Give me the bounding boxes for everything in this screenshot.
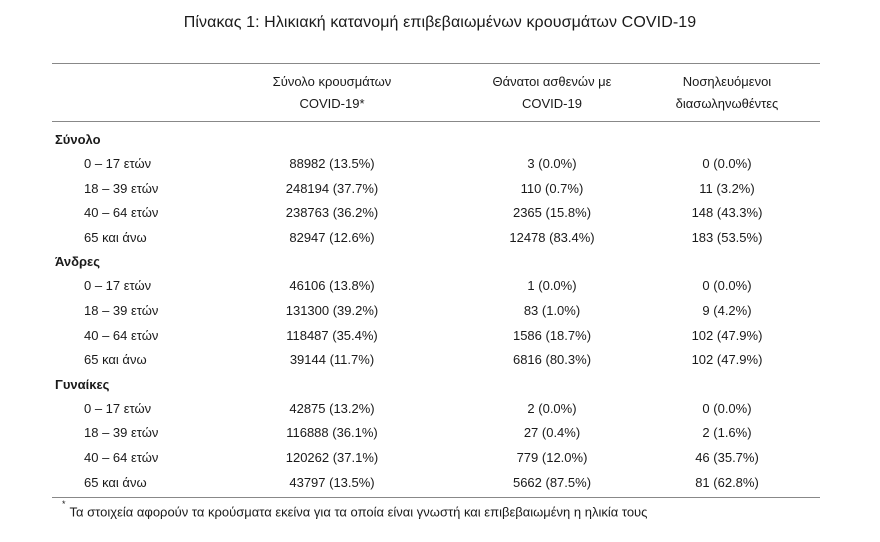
age-cell: 40 – 64 ετών xyxy=(84,449,159,465)
table-group-total: Σύνολο 0 – 17 ετών 88982 (13.5%) 3 (0.0%… xyxy=(52,128,820,250)
table-row: 40 – 64 ετών 118487 (35.4%) 1586 (18.7%)… xyxy=(52,324,820,349)
column-header-intubated-line2: διασωληνωθέντες xyxy=(675,96,779,111)
table-row: 65 και άνω 82947 (12.6%) 12478 (83.4%) 1… xyxy=(52,226,820,251)
cases-cell: 131300 (39.2%) xyxy=(285,302,379,318)
table-row: 40 – 64 ετών 120262 (37.1%) 779 (12.0%) … xyxy=(52,446,820,471)
footnote-mark: * xyxy=(62,499,66,509)
table-header-rule xyxy=(52,121,820,122)
deaths-cell: 6816 (80.3%) xyxy=(512,352,592,368)
deaths-cell: 83 (1.0%) xyxy=(523,302,581,318)
cases-cell: 120262 (37.1%) xyxy=(285,449,379,465)
footnote-text: Τα στοιχεία αφορούν τα κρούσματα εκείνα … xyxy=(69,504,648,520)
column-header-intubated: Νοσηλευόμενοι διασωληνωθέντες xyxy=(652,71,802,115)
intubated-cell: 81 (62.8%) xyxy=(695,474,759,490)
deaths-cell: 1586 (18.7%) xyxy=(512,327,592,343)
deaths-cell: 5662 (87.5%) xyxy=(512,474,592,490)
cases-cell: 88982 (13.5%) xyxy=(289,156,375,171)
intubated-cell: 0 (0.0%) xyxy=(702,156,752,171)
age-cell: 65 και άνω xyxy=(84,474,147,490)
deaths-cell: 3 (0.0%) xyxy=(527,156,577,171)
deaths-cell: 2 (0.0%) xyxy=(527,400,577,416)
intubated-cell: 0 (0.0%) xyxy=(702,400,752,416)
table-row: 18 – 39 ετών 116888 (36.1%) 27 (0.4%) 2 … xyxy=(52,421,820,446)
intubated-cell: 0 (0.0%) xyxy=(702,278,752,294)
table-row: 40 – 64 ετών 238763 (36.2%) 2365 (15.8%)… xyxy=(52,201,820,226)
table-group-men: Άνδρες 0 – 17 ετών 46106 (13.8%) 1 (0.0%… xyxy=(52,250,820,372)
table-row: 0 – 17 ετών 42875 (13.2%) 2 (0.0%) 0 (0.… xyxy=(52,397,820,422)
table-row: 0 – 17 ετών 46106 (13.8%) 1 (0.0%) 0 (0.… xyxy=(52,274,820,299)
table-row: 18 – 39 ετών 131300 (39.2%) 83 (1.0%) 9 … xyxy=(52,299,820,324)
intubated-cell: 102 (47.9%) xyxy=(691,352,763,368)
group-title: Γυναίκες xyxy=(55,376,110,392)
cases-cell: 118487 (35.4%) xyxy=(286,327,378,343)
cases-cell: 43797 (13.5%) xyxy=(289,474,375,490)
age-cell: 0 – 17 ετών xyxy=(84,278,152,294)
table-row: 65 και άνω 43797 (13.5%) 5662 (87.5%) 81… xyxy=(52,471,820,496)
age-cell: 18 – 39 ετών xyxy=(84,180,159,196)
column-header-deaths-line1: Θάνατοι ασθενών με xyxy=(492,74,612,89)
table-top-rule xyxy=(52,63,820,64)
cases-cell: 82947 (12.6%) xyxy=(289,229,375,245)
cases-cell: 42875 (13.2%) xyxy=(289,400,375,416)
deaths-cell: 110 (0.7%) xyxy=(520,180,584,196)
deaths-cell: 2365 (15.8%) xyxy=(512,205,592,221)
age-cell: 18 – 39 ετών xyxy=(84,302,159,318)
column-header-cases-line1: Σύνολο κρουσμάτων xyxy=(272,74,392,89)
age-cell: 40 – 64 ετών xyxy=(84,327,159,343)
age-cell: 0 – 17 ετών xyxy=(84,156,152,171)
table-row: 65 και άνω 39144 (11.7%) 6816 (80.3%) 10… xyxy=(52,348,820,373)
cases-cell: 248194 (37.7%) xyxy=(285,180,379,196)
group-title: Σύνολο xyxy=(55,132,101,147)
table-body: Σύνολο 0 – 17 ετών 88982 (13.5%) 3 (0.0%… xyxy=(52,128,820,495)
intubated-cell: 2 (1.6%) xyxy=(702,425,752,441)
table-row: 18 – 39 ετών 248194 (37.7%) 110 (0.7%) 1… xyxy=(52,177,820,202)
deaths-cell: 27 (0.4%) xyxy=(523,425,581,441)
intubated-cell: 148 (43.3%) xyxy=(691,205,763,221)
column-header-intubated-line1: Νοσηλευόμενοι xyxy=(682,74,772,89)
group-title: Άνδρες xyxy=(55,254,100,270)
cases-cell: 116888 (36.1%) xyxy=(286,425,378,441)
column-header-cases: Σύνολο κρουσμάτων COVID-19* xyxy=(232,71,432,115)
cases-cell: 39144 (11.7%) xyxy=(289,352,375,368)
age-cell: 65 και άνω xyxy=(84,229,147,245)
table-group-women: Γυναίκες 0 – 17 ετών 42875 (13.2%) 2 (0.… xyxy=(52,373,820,495)
intubated-cell: 102 (47.9%) xyxy=(691,327,763,343)
column-header-deaths-line2: COVID-19 xyxy=(522,96,582,111)
deaths-cell: 12478 (83.4%) xyxy=(509,229,595,245)
intubated-cell: 9 (4.2%) xyxy=(702,302,752,318)
table-title: Πίνακας 1: Ηλικιακή κατανομή επιβεβαιωμέ… xyxy=(183,14,697,31)
cases-cell: 238763 (36.2%) xyxy=(285,205,379,221)
intubated-cell: 183 (53.5%) xyxy=(691,229,763,245)
deaths-cell: 779 (12.0%) xyxy=(516,449,588,465)
column-header-deaths: Θάνατοι ασθενών με COVID-19 xyxy=(452,71,652,115)
table-bottom-rule xyxy=(52,497,820,498)
age-cell: 18 – 39 ετών xyxy=(84,425,159,441)
cases-cell: 46106 (13.8%) xyxy=(289,278,375,294)
column-header-cases-line2: COVID-19* xyxy=(299,96,365,111)
deaths-cell: 1 (0.0%) xyxy=(527,278,577,294)
intubated-cell: 46 (35.7%) xyxy=(695,449,759,465)
age-cell: 40 – 64 ετών xyxy=(84,205,159,221)
age-cell: 0 – 17 ετών xyxy=(84,400,152,416)
intubated-cell: 11 (3.2%) xyxy=(699,180,755,196)
age-cell: 65 και άνω xyxy=(84,352,147,368)
table-row: 0 – 17 ετών 88982 (13.5%) 3 (0.0%) 0 (0.… xyxy=(52,152,820,177)
footnote: *Τα στοιχεία αφορούν τα κρούσματα εκείνα… xyxy=(62,499,648,520)
